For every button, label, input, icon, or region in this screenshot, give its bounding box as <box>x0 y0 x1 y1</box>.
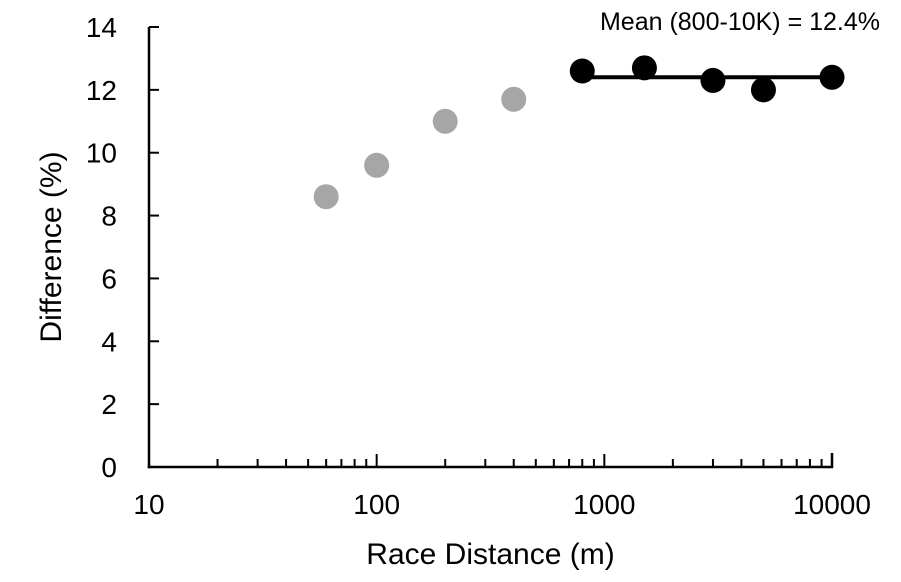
y-tick-label: 10 <box>86 138 117 169</box>
data-point-middle-long-distances <box>750 77 776 103</box>
data-point-sprint-distances <box>501 86 527 112</box>
x-tick-label: 10000 <box>793 489 871 520</box>
y-tick-label: 6 <box>101 263 117 294</box>
mean-annotation-label: Mean (800-10K) = 12.4% <box>599 8 880 36</box>
data-point-middle-long-distances <box>700 67 726 93</box>
y-tick-label: 2 <box>101 389 117 420</box>
y-tick-label: 14 <box>86 12 117 43</box>
x-tick-label: 100 <box>353 489 400 520</box>
y-tick-label: 4 <box>101 326 117 357</box>
data-point-middle-long-distances <box>631 55 657 81</box>
y-axis-title: Difference (%) <box>35 151 68 343</box>
x-tick-label: 1000 <box>573 489 635 520</box>
y-tick-label: 8 <box>101 201 117 232</box>
data-point-sprint-distances <box>432 108 458 134</box>
data-point-middle-long-distances <box>569 58 595 84</box>
x-tick-label: 10 <box>133 489 164 520</box>
x-axis-title: Race Distance (m) <box>366 538 615 571</box>
data-point-sprint-distances <box>364 152 390 178</box>
y-tick-label: 12 <box>86 75 117 106</box>
data-point-middle-long-distances <box>819 64 845 90</box>
data-point-sprint-distances <box>313 184 339 210</box>
y-tick-label: 0 <box>101 452 117 483</box>
